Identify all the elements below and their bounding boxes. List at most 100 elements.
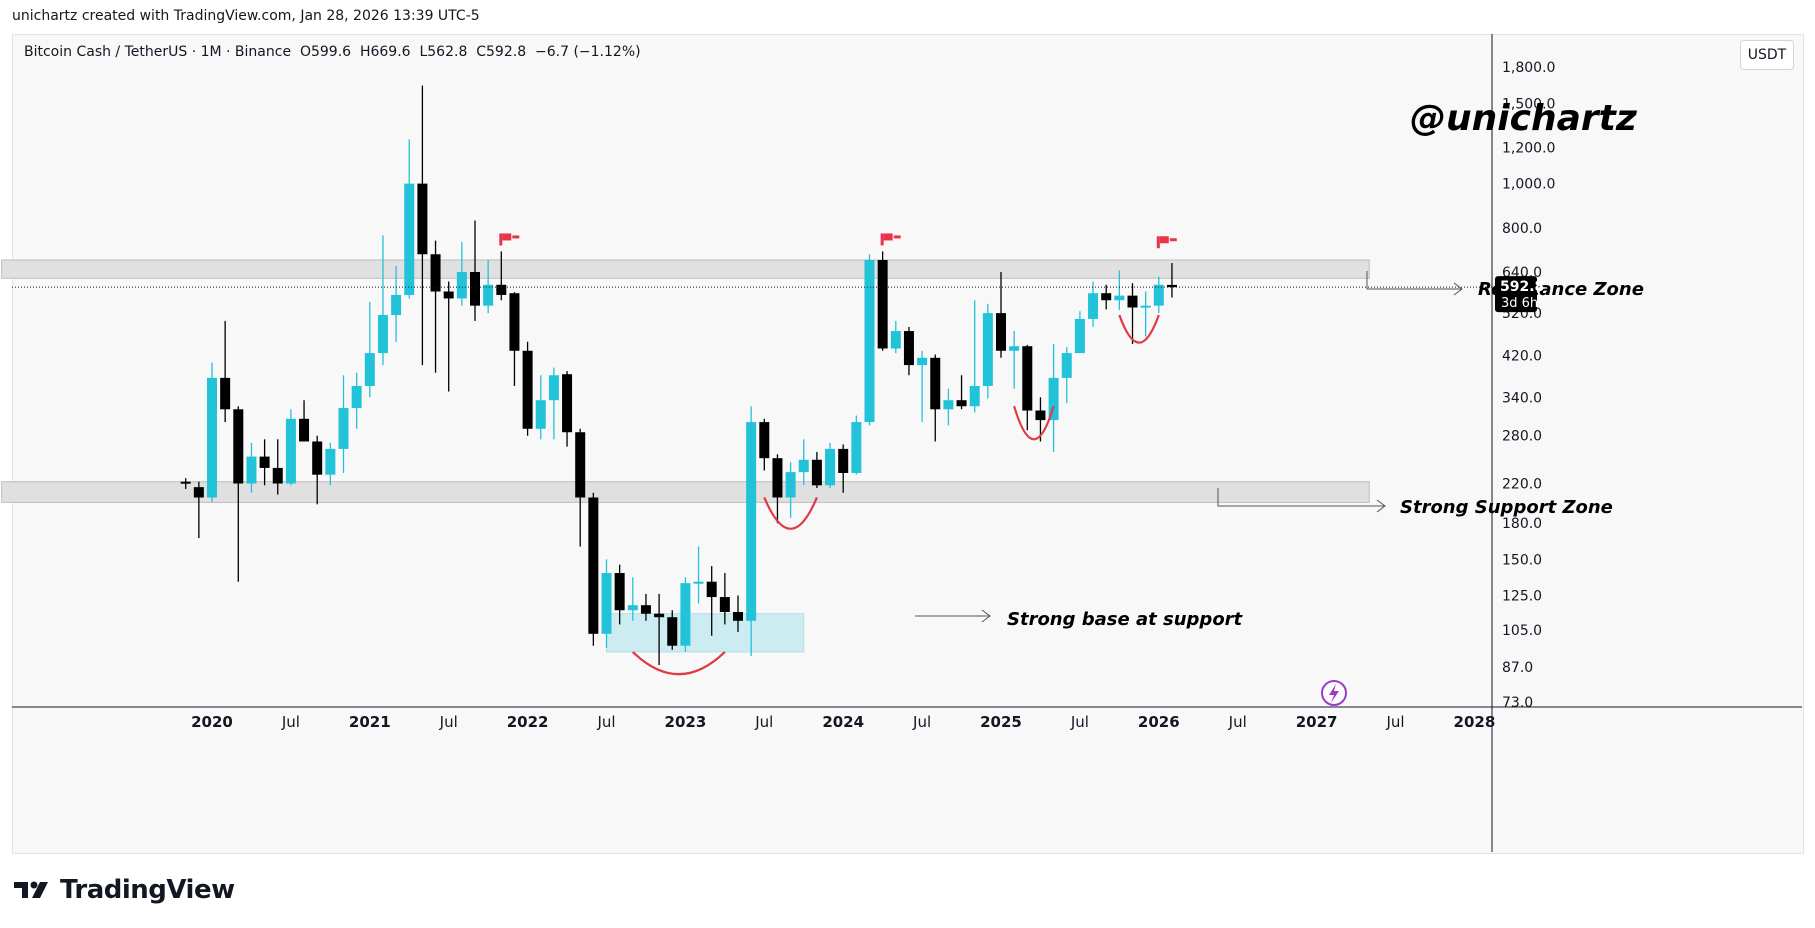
candle-body: [351, 385, 362, 409]
candle[interactable]: [601, 559, 612, 648]
candle[interactable]: [207, 362, 217, 503]
candle-body: [917, 357, 928, 366]
candle[interactable]: [1009, 331, 1020, 389]
candle[interactable]: [838, 444, 849, 493]
base-zone-box[interactable]: [606, 613, 805, 653]
candle[interactable]: [733, 595, 743, 632]
candle[interactable]: [772, 454, 783, 524]
candle[interactable]: [1088, 281, 1099, 327]
candle[interactable]: [851, 415, 862, 475]
candle[interactable]: [693, 546, 704, 604]
candle[interactable]: [404, 139, 415, 299]
candle[interactable]: [193, 481, 204, 539]
flag-pole: [1156, 236, 1160, 249]
time-tick-label: Jul: [281, 713, 300, 731]
candle[interactable]: [548, 367, 559, 440]
candle[interactable]: [1140, 291, 1151, 337]
candle[interactable]: [996, 272, 1006, 358]
candle[interactable]: [1048, 343, 1059, 452]
candle[interactable]: [640, 593, 651, 621]
candle[interactable]: [930, 354, 941, 442]
candle[interactable]: [1061, 347, 1072, 404]
symbol-header[interactable]: Bitcoin Cash / TetherUS · 1M · Binance O…: [24, 44, 641, 60]
candle[interactable]: [456, 241, 467, 306]
candle[interactable]: [798, 439, 809, 486]
candle[interactable]: [917, 350, 928, 423]
resistance-zone-box[interactable]: [1, 259, 1370, 279]
price-tick-label: 180.0: [1502, 516, 1542, 532]
candle-body: [391, 294, 402, 316]
candle[interactable]: [864, 254, 875, 426]
support-zone-box[interactable]: [1, 481, 1370, 503]
candle[interactable]: [325, 442, 336, 486]
candle[interactable]: [1022, 344, 1033, 431]
lightning-icon[interactable]: [1321, 680, 1347, 706]
candle[interactable]: [982, 303, 993, 399]
currency-button[interactable]: USDT: [1740, 40, 1794, 70]
candle[interactable]: [1114, 270, 1125, 311]
candle[interactable]: [246, 442, 257, 493]
candle-body: [943, 400, 954, 410]
price-label-countdown: 3d 6h: [1501, 296, 1538, 311]
candle[interactable]: [588, 492, 599, 646]
candle[interactable]: [391, 265, 402, 342]
candle-body: [575, 432, 586, 498]
candle[interactable]: [890, 320, 901, 354]
candle[interactable]: [667, 610, 678, 650]
candle[interactable]: [627, 577, 638, 621]
candle[interactable]: [706, 566, 717, 636]
candle[interactable]: [1127, 283, 1138, 344]
candle[interactable]: [562, 371, 573, 447]
candle[interactable]: [285, 409, 296, 486]
candle[interactable]: [233, 406, 244, 582]
candle[interactable]: [535, 375, 546, 440]
candle[interactable]: [811, 451, 822, 489]
candle[interactable]: [259, 439, 270, 486]
candle[interactable]: [1153, 276, 1164, 314]
candle[interactable]: [719, 573, 730, 625]
candle[interactable]: [272, 439, 283, 495]
candle[interactable]: [785, 462, 796, 518]
flag-tail: [893, 235, 901, 239]
candle[interactable]: [969, 300, 980, 413]
candle[interactable]: [1074, 311, 1085, 354]
candle[interactable]: [364, 302, 375, 398]
candle[interactable]: [903, 326, 914, 376]
candle[interactable]: [496, 251, 507, 301]
candle[interactable]: [509, 292, 520, 386]
candle[interactable]: [312, 435, 323, 505]
candle[interactable]: [575, 428, 586, 547]
candle[interactable]: [825, 442, 836, 489]
candle[interactable]: [443, 281, 454, 392]
candle-body: [207, 377, 217, 498]
price-label-value: 592.8: [1500, 279, 1544, 295]
tradingview-logo[interactable]: TradingView: [12, 875, 235, 905]
candle[interactable]: [956, 375, 967, 410]
candle[interactable]: [746, 406, 757, 657]
candle[interactable]: [180, 478, 191, 489]
candle[interactable]: [680, 577, 691, 652]
candle[interactable]: [1101, 284, 1112, 310]
candle-body: [1166, 284, 1177, 288]
tradingview-logo-icon: [14, 881, 48, 898]
candle[interactable]: [430, 240, 441, 373]
candle-body: [377, 315, 388, 354]
candle[interactable]: [470, 220, 480, 321]
candle[interactable]: [483, 259, 494, 314]
candle[interactable]: [1166, 263, 1177, 298]
candle[interactable]: [759, 418, 770, 471]
candle[interactable]: [943, 388, 954, 426]
candle[interactable]: [351, 372, 362, 429]
candle[interactable]: [338, 375, 349, 473]
candle[interactable]: [220, 320, 231, 423]
candle[interactable]: [522, 341, 533, 436]
candle[interactable]: [417, 85, 428, 366]
current-price-label[interactable]: 592.83d 6h: [1495, 276, 1544, 313]
candle[interactable]: [877, 251, 888, 351]
candle[interactable]: [299, 400, 310, 442]
chart-frame[interactable]: [12, 34, 1804, 854]
candle[interactable]: [614, 564, 625, 625]
candle[interactable]: [377, 235, 388, 366]
candle[interactable]: [654, 593, 665, 665]
